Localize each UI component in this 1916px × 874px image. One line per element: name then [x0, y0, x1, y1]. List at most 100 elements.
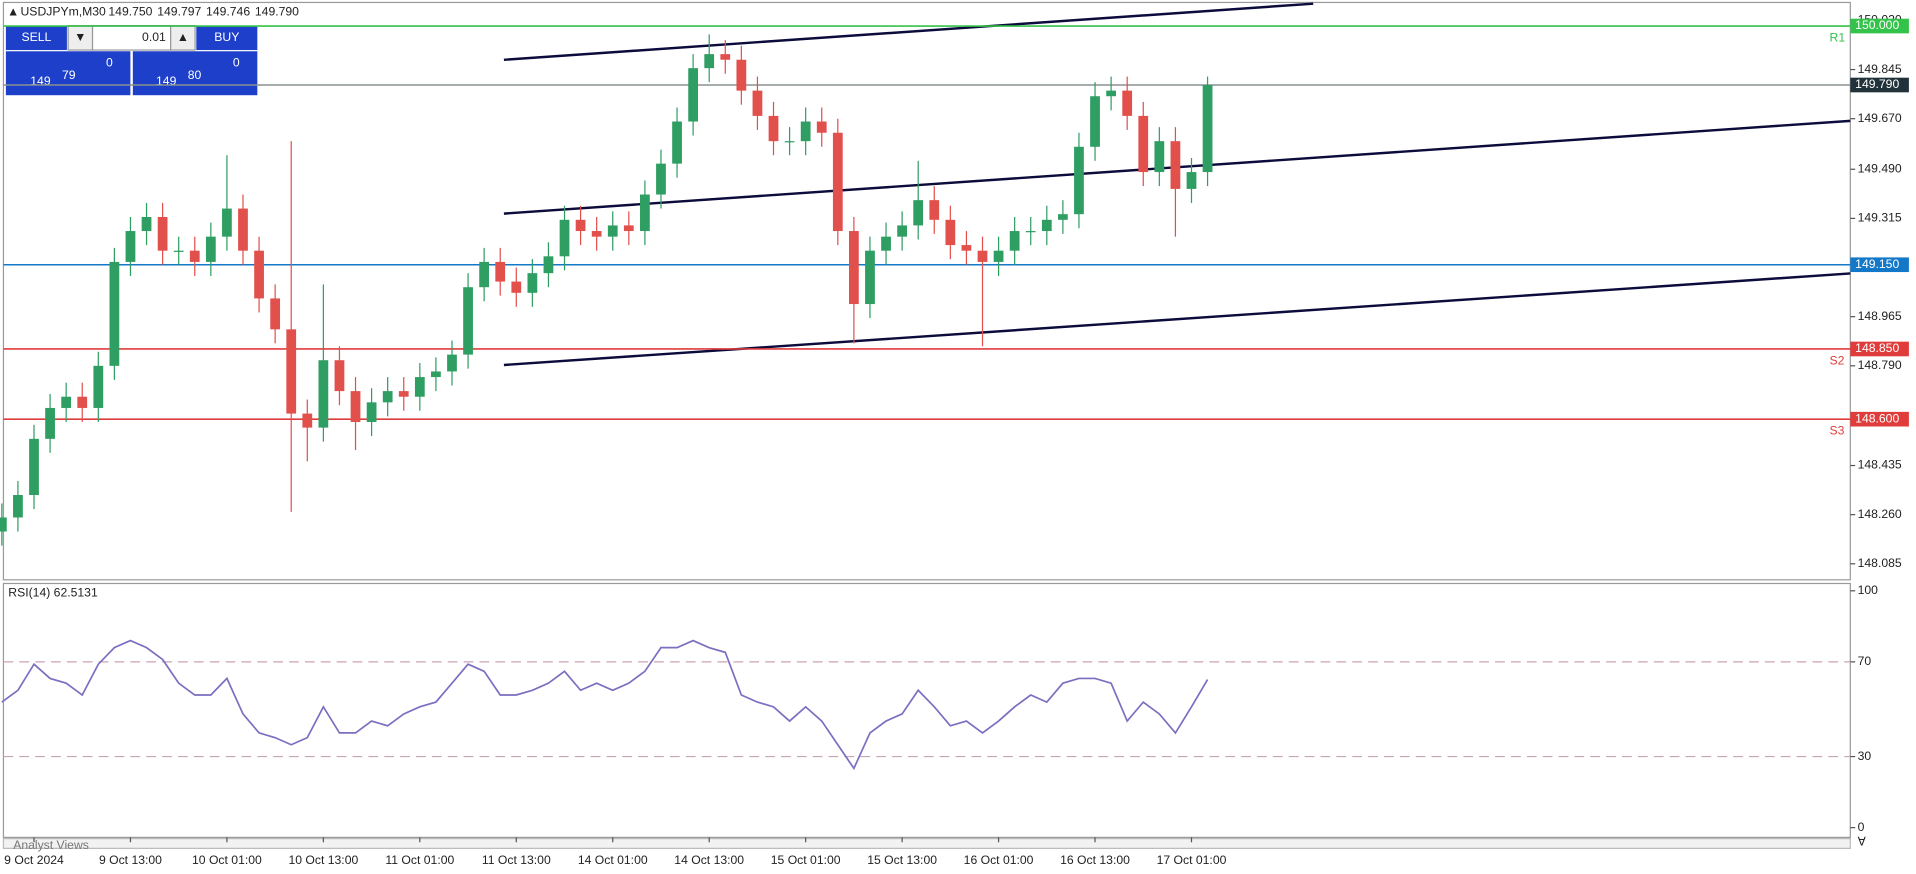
- candle-body: [238, 208, 248, 251]
- candle-body: [254, 250, 264, 299]
- rsi-pane: [2, 582, 1851, 838]
- candle-body: [431, 371, 441, 378]
- candle-body: [125, 231, 136, 262]
- candle-body: [1106, 90, 1116, 97]
- volume-value[interactable]: 0.01: [142, 30, 166, 44]
- ask-big[interactable]: 149: [156, 74, 177, 88]
- candle-body: [495, 261, 506, 282]
- trade-panel: SELL ▼ 0.01 ▲ BUY 149 79 0 149 80 0: [5, 25, 258, 96]
- level-label: 149.790: [1855, 77, 1899, 91]
- candle-body: [849, 231, 859, 305]
- candle-body: [607, 225, 618, 237]
- candle-body: [13, 495, 23, 518]
- sell-label[interactable]: SELL: [21, 30, 51, 44]
- level-tag: S3: [1830, 424, 1845, 438]
- candle-body: [157, 216, 168, 251]
- bid-box[interactable]: [5, 51, 131, 96]
- candle-body: [29, 438, 39, 496]
- x-tick-label: 14 Oct 01:00: [578, 853, 648, 867]
- buy-button[interactable]: [196, 25, 258, 51]
- level-label-bg: [1850, 411, 1909, 427]
- volume-down-arrow[interactable]: ▼: [74, 30, 86, 44]
- volume-up-arrow[interactable]: ▲: [177, 30, 189, 44]
- candle-body: [366, 402, 377, 422]
- x-tick-label: 9 Oct 13:00: [99, 853, 162, 867]
- candle-body: [865, 250, 875, 305]
- candle-body: [93, 365, 104, 408]
- y-tick-label: 148.260: [1858, 507, 1902, 521]
- ask-box[interactable]: [132, 51, 258, 96]
- candle-body: [318, 360, 329, 428]
- candle-body: [543, 256, 554, 274]
- volume-up[interactable]: [170, 25, 196, 51]
- candle-body: [897, 225, 908, 237]
- candle-body: [1138, 115, 1149, 173]
- candle-body: [1154, 141, 1165, 173]
- level-tag: S2: [1830, 353, 1845, 367]
- candle-body: [832, 132, 843, 232]
- y-tick-label: 0: [1858, 820, 1865, 834]
- candle-body: [334, 360, 345, 392]
- candle-body: [527, 273, 538, 293]
- sell-button[interactable]: [5, 25, 67, 51]
- candle-body: [977, 250, 988, 262]
- candle-body: [656, 163, 666, 195]
- candle-body: [398, 391, 409, 397]
- candle-body: [45, 407, 55, 439]
- candle-body: [61, 396, 72, 408]
- candle-body: [270, 298, 281, 330]
- candle-body: [463, 287, 473, 355]
- y-tick-label: 148.790: [1858, 358, 1902, 372]
- candle-body: [672, 121, 682, 164]
- candle-body: [1090, 96, 1100, 147]
- candle-body: [688, 68, 699, 122]
- candle-body: [800, 121, 811, 142]
- candle-body: [1170, 141, 1181, 189]
- candle-body: [141, 216, 152, 232]
- buy-label[interactable]: BUY: [214, 30, 239, 44]
- candle-body: [1122, 90, 1133, 116]
- x-tick-label: 9 Oct 2024: [4, 853, 64, 867]
- x-tick-label: 17 Oct 01:00: [1157, 853, 1227, 867]
- x-tick-label: 16 Oct 13:00: [1060, 853, 1130, 867]
- candle-body: [189, 250, 200, 262]
- ohlc-high: 149.797: [157, 4, 201, 18]
- bid-main[interactable]: 79: [62, 68, 76, 82]
- level-label-bg: [1850, 77, 1909, 93]
- volume-down[interactable]: [67, 25, 94, 51]
- x-tick-label: 15 Oct 13:00: [867, 853, 937, 867]
- rsi-title: RSI(14) 62.5131: [8, 585, 98, 599]
- ohlc-low: 149.746: [206, 4, 250, 18]
- candle-body: [205, 236, 216, 262]
- y-tick-label: 148.965: [1858, 309, 1902, 323]
- candles: [0, 34, 1213, 546]
- candle-body: [173, 250, 184, 252]
- candle-body: [447, 354, 457, 372]
- x-tick-label: 15 Oct 01:00: [771, 853, 841, 867]
- candle-body: [382, 391, 393, 403]
- candle-body: [414, 377, 425, 397]
- footer-tab[interactable]: Analyst Views: [13, 838, 89, 852]
- candle-body: [350, 391, 361, 422]
- ask-sup[interactable]: 0: [233, 56, 240, 70]
- candle-body: [881, 236, 891, 251]
- candle-body: [913, 200, 924, 226]
- candle-body: [591, 231, 602, 237]
- ask-main[interactable]: 80: [188, 68, 202, 82]
- level-label: 149.150: [1855, 257, 1899, 271]
- x-tick-label: 10 Oct 13:00: [288, 853, 358, 867]
- candle-body: [1041, 219, 1052, 232]
- bid-big[interactable]: 149: [30, 74, 51, 88]
- bid-sup[interactable]: 0: [106, 56, 113, 70]
- rsi-line: [1, 639, 1209, 771]
- level-label-bg: [1850, 257, 1909, 273]
- candle-body: [559, 219, 570, 257]
- candle-body: [816, 121, 827, 133]
- footer-bar: [2, 837, 1851, 849]
- candle-body: [720, 54, 731, 60]
- candle-body: [704, 54, 715, 69]
- y-tick-label: 149.490: [1858, 161, 1902, 175]
- candle-body: [768, 115, 779, 142]
